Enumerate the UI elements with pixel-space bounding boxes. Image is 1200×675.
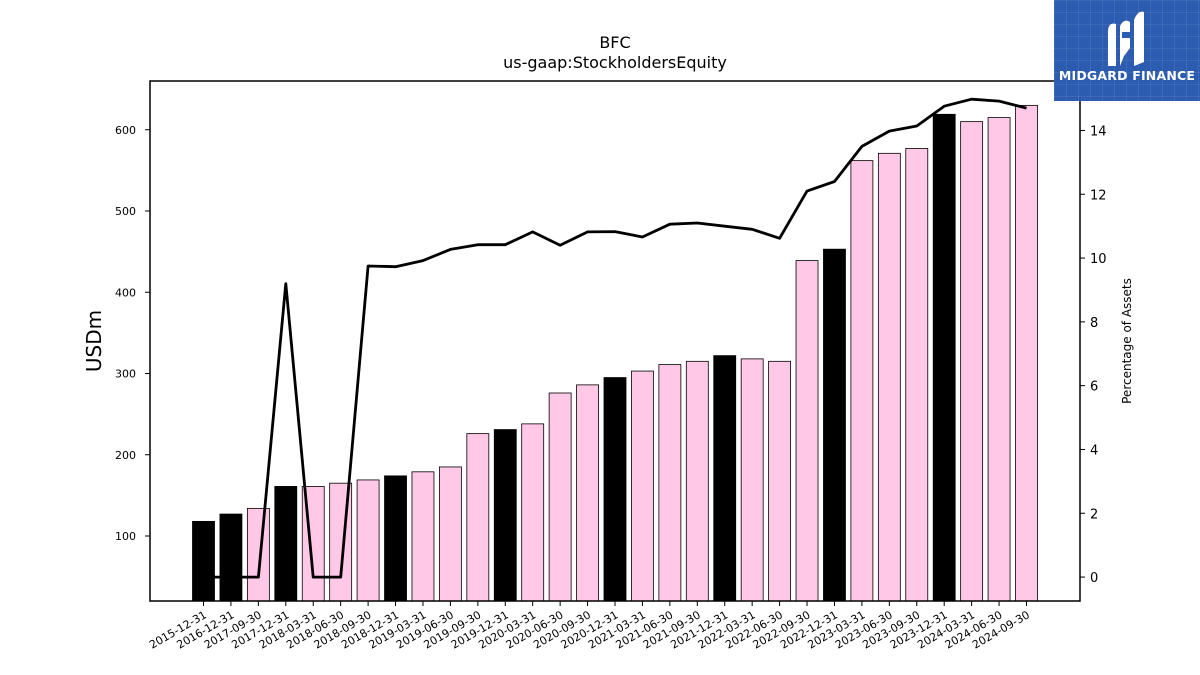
midgard-finance-logo: MIDGARD FINANCE [1054, 0, 1200, 101]
bar-2020-06-30 [548, 392, 572, 602]
y-axis-label: USDm [82, 310, 106, 372]
y-tick-label-500: 500 [115, 205, 136, 218]
x-axis: 2015-12-312016-12-312017-09-302017-12-31… [147, 601, 1032, 652]
y2-tick-label-8: 8 [1090, 316, 1098, 331]
y-tick-label-400: 400 [115, 286, 136, 299]
bar-2020-09-30 [576, 384, 599, 602]
y2-tick-label-2: 2 [1090, 507, 1098, 522]
percentage-of-assets-line [203, 97, 1027, 579]
y-tick-label-600: 600 [115, 124, 136, 137]
bar-2020-12-31 [603, 377, 627, 602]
bar-2024-09-30 [1015, 104, 1038, 602]
bar-2020-03-31 [521, 423, 545, 602]
bar-2023-09-30 [905, 148, 929, 602]
chart-title: BFC [599, 33, 630, 52]
bar-2017-09-30 [246, 507, 270, 602]
line-layer [203, 97, 1027, 579]
bar-2019-03-31 [411, 471, 435, 602]
bar-2022-09-30 [795, 260, 819, 602]
bar-2019-09-30 [466, 433, 490, 602]
bar-2021-12-31 [713, 355, 737, 602]
y2-tick-label-14: 14 [1090, 124, 1107, 139]
y2-tick-label-0: 0 [1090, 571, 1098, 586]
logo-text: MIDGARD FINANCE [1058, 68, 1196, 83]
y-tick-label-200: 200 [115, 449, 136, 462]
y-axis-left: 100 200 300 400 500 600 [115, 124, 150, 543]
y2-tick-label-6: 6 [1090, 380, 1098, 395]
bar-2021-09-30 [685, 360, 709, 602]
y2-axis-label: Percentage of Assets [1120, 278, 1134, 404]
y2-tick-label-12: 12 [1090, 188, 1107, 203]
bar-2023-06-30 [877, 152, 901, 602]
bar-2018-12-31 [384, 475, 407, 602]
bar-2024-06-30 [987, 117, 1011, 602]
chart-subtitle: us-gaap:StockholdersEquity [503, 53, 727, 72]
midgard-m-icon [1108, 11, 1144, 67]
bar-2023-03-31 [850, 160, 874, 602]
bar-2019-12-31 [493, 429, 517, 602]
y-tick-label-300: 300 [115, 368, 136, 381]
bar-2017-12-31 [274, 486, 298, 602]
bar-2022-03-31 [740, 358, 764, 602]
bars-layer [192, 104, 1038, 602]
bar-2023-12-31 [932, 113, 956, 602]
bar-2022-06-30 [768, 360, 791, 602]
bar-2019-06-30 [438, 466, 462, 602]
bar-2016-12-31 [219, 513, 243, 602]
y2-tick-label-10: 10 [1090, 252, 1107, 267]
bar-2021-03-31 [631, 370, 654, 602]
bar-2022-12-31 [823, 248, 846, 602]
y-tick-label-100: 100 [115, 530, 136, 543]
bar-2024-03-31 [960, 121, 984, 602]
bar-2018-09-30 [356, 479, 380, 602]
bar-2021-06-30 [658, 364, 682, 602]
bar-2015-12-31 [192, 520, 215, 602]
y2-tick-label-4: 4 [1090, 443, 1098, 458]
y-axis-right: 0 2 4 6 8 10 12 14 [1080, 124, 1107, 586]
